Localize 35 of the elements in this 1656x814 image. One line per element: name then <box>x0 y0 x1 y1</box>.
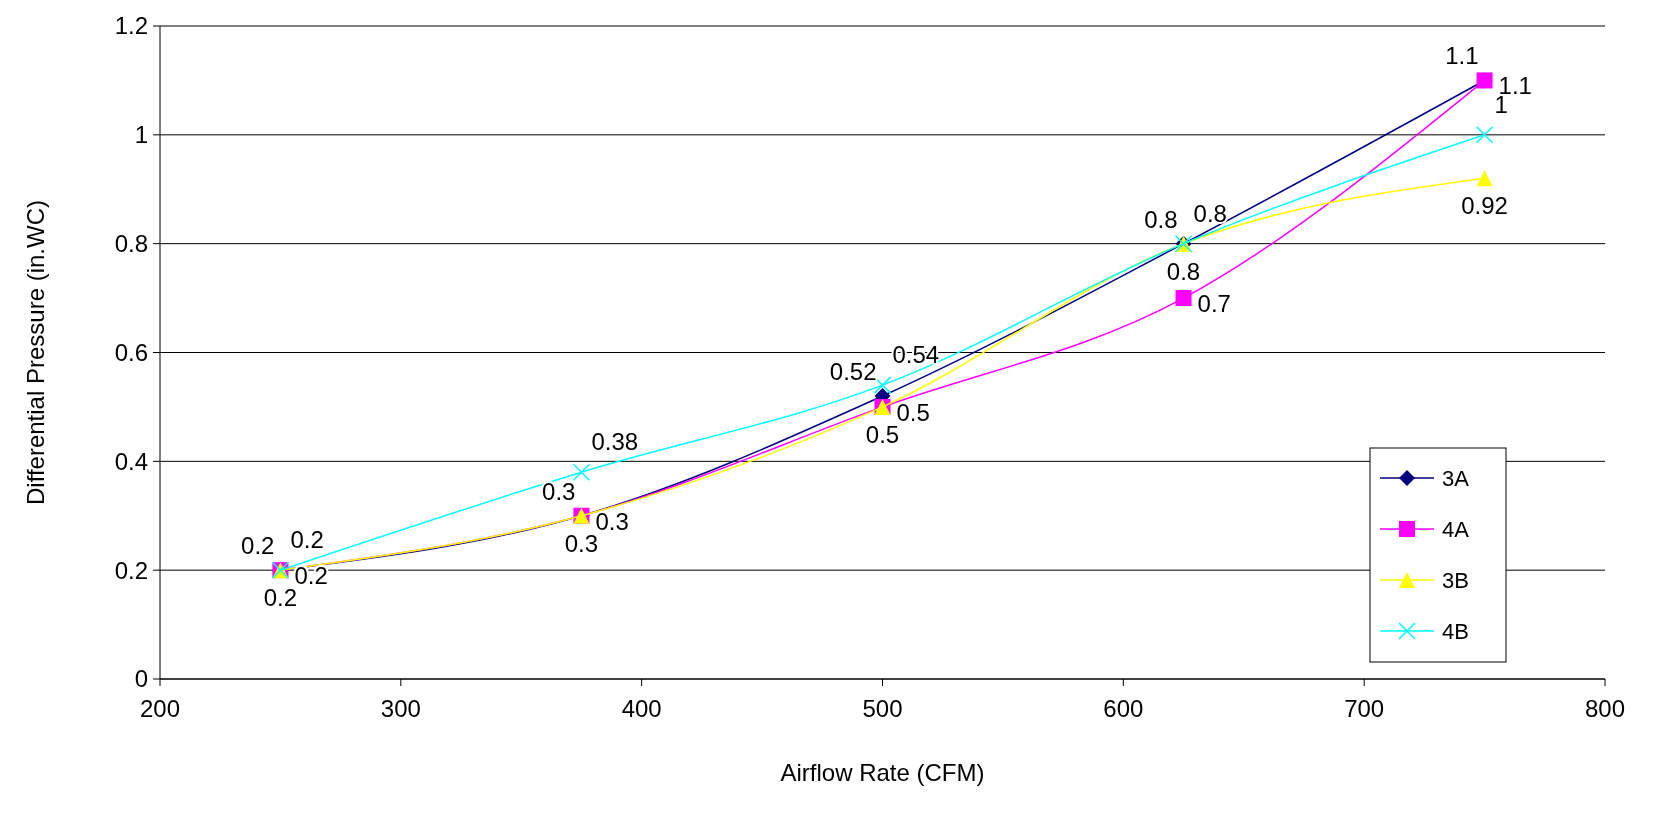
legend-label: 4A <box>1442 516 1470 542</box>
y-tick-label: 0.6 <box>114 338 148 366</box>
x-tick-label: 400 <box>621 695 662 722</box>
y-tick-label: 0.2 <box>114 556 148 584</box>
data-label: 0.38 <box>591 428 639 456</box>
y-axis-title: Differential Pressure (in.WC) <box>22 200 49 505</box>
x-tick-label: 700 <box>1344 695 1385 722</box>
y-tick-label: 1 <box>134 121 148 149</box>
x-tick-label: 500 <box>862 695 903 722</box>
legend-label: 4B <box>1442 618 1469 644</box>
y-tick-label: 0 <box>134 665 148 693</box>
data-label: 1.1 <box>1445 42 1479 70</box>
x-tick-label: 200 <box>139 695 181 722</box>
legend-label: 3B <box>1442 567 1469 593</box>
y-tick-label: 0.8 <box>114 230 148 258</box>
point <box>1175 290 1192 307</box>
x-tick-label: 600 <box>1103 695 1144 722</box>
legend-label: 3A <box>1442 465 1470 491</box>
x-axis-title: Airflow Rate (CFM) <box>780 759 985 786</box>
data-label: 0.3 <box>542 477 576 505</box>
y-tick-label: 0.4 <box>114 447 148 475</box>
x-tick-label: 800 <box>1584 695 1626 722</box>
data-label: 0.8 <box>1166 257 1201 285</box>
data-label: 0.8 <box>1193 199 1227 227</box>
data-label: 0.8 <box>1144 205 1178 233</box>
data-label: 0.2 <box>263 584 298 612</box>
y-tick-label: 1.2 <box>114 12 148 40</box>
data-label: 0.2 <box>290 526 324 554</box>
data-label: 0.7 <box>1197 290 1231 318</box>
point <box>1475 126 1494 144</box>
data-label: 0.92 <box>1461 192 1508 220</box>
data-label: 0.2 <box>241 532 275 560</box>
point <box>572 463 591 481</box>
x-tick-label: 300 <box>380 695 421 722</box>
data-label: 0.52 <box>829 358 877 386</box>
